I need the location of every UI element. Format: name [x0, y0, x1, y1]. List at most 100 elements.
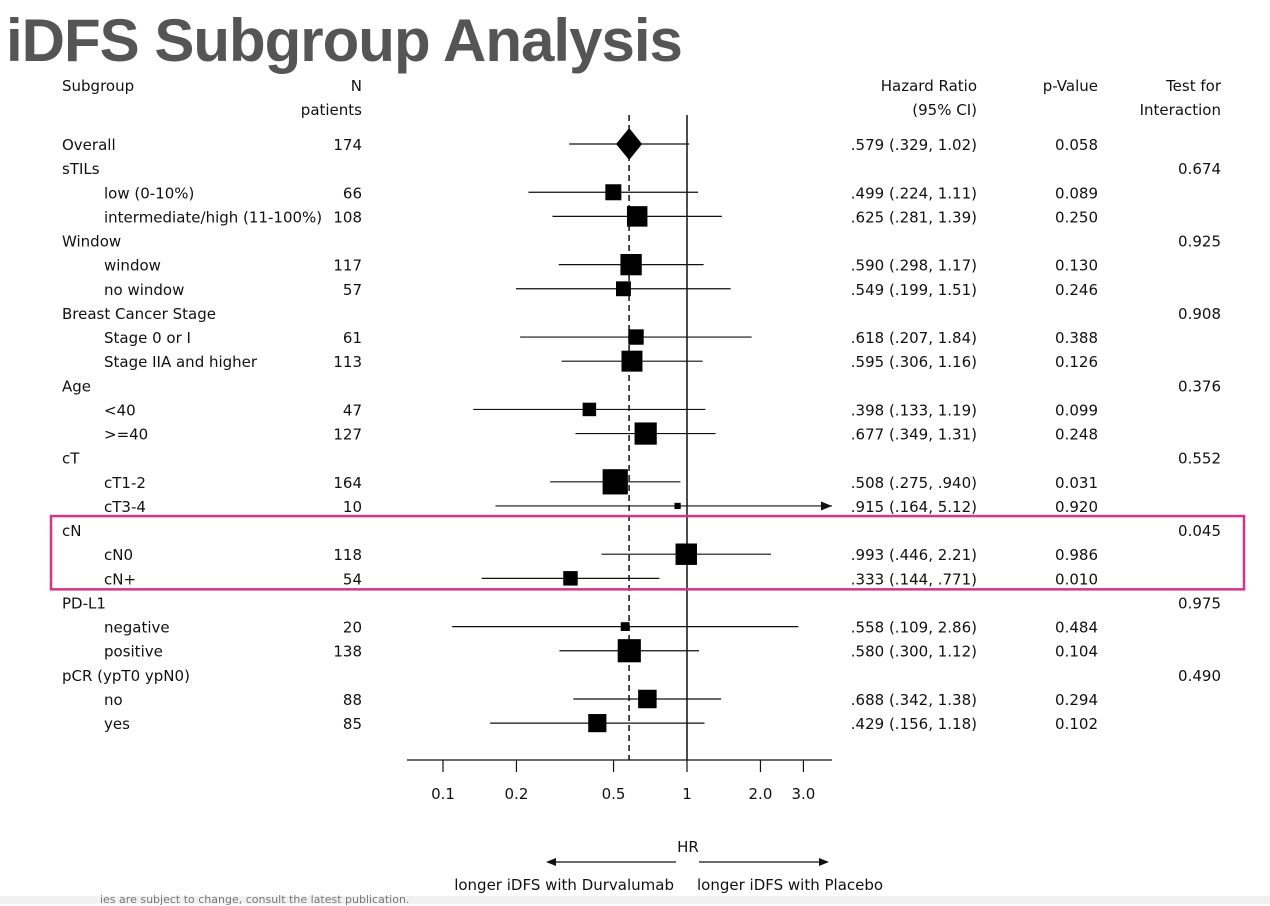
row-p-value: 0.920 [1055, 498, 1098, 516]
row-n: 113 [333, 353, 362, 371]
header-subgroup: Subgroup [62, 77, 134, 95]
marks-layer [49, 115, 1246, 760]
right-arrow-head [819, 858, 829, 866]
row-n: 57 [343, 281, 362, 299]
row-p-value: 0.294 [1055, 691, 1098, 709]
row-hazard-ratio: .579 (.329, 1.02) [851, 136, 977, 154]
row-interaction: 0.552 [1178, 450, 1221, 468]
group-label: Breast Cancer Stage [62, 305, 216, 323]
row-label: <40 [104, 401, 136, 419]
row-label: cT3-4 [104, 498, 146, 516]
ci-arrow-head [821, 501, 832, 511]
row-label: window [104, 257, 161, 275]
row-n: 88 [343, 691, 362, 709]
row-label: low (0-10%) [104, 184, 194, 202]
footer-note: ies are subject to change, consult the l… [100, 893, 410, 906]
x-tick-label: 3.0 [791, 785, 815, 803]
point-estimate [675, 543, 697, 565]
row-p-value: 0.126 [1055, 353, 1098, 371]
point-estimate [616, 281, 631, 297]
row-interaction: 0.490 [1178, 667, 1221, 685]
row-label: positive [104, 643, 163, 661]
row-hazard-ratio: .618 (.207, 1.84) [851, 329, 977, 347]
header-test-for: Test for [1165, 77, 1222, 95]
row-n: 61 [343, 329, 362, 347]
row-n: 127 [333, 426, 362, 444]
row-label: cN0 [104, 546, 133, 564]
row-p-value: 0.099 [1055, 401, 1098, 419]
row-n: 164 [333, 474, 362, 492]
point-estimate [602, 469, 628, 495]
row-n: 117 [333, 257, 362, 275]
row-hazard-ratio: .333 (.144, .771) [851, 570, 977, 588]
row-label-overall: Overall [62, 136, 116, 154]
row-p-value: 0.248 [1055, 426, 1098, 444]
x-tick-label: 0.1 [431, 785, 455, 803]
point-estimate [626, 206, 648, 227]
row-label: yes [104, 715, 130, 733]
row-p-value: 0.104 [1055, 643, 1098, 661]
point-estimate [588, 714, 607, 733]
group-label: Window [62, 233, 121, 251]
overall-diamond [616, 128, 643, 160]
row-hazard-ratio: .595 (.306, 1.16) [851, 353, 977, 371]
point-estimate [628, 329, 644, 345]
row-hazard-ratio: .508 (.275, .940) [851, 474, 977, 492]
row-interaction: 0.925 [1178, 233, 1221, 251]
point-estimate [621, 350, 643, 372]
row-interaction: 0.908 [1178, 305, 1221, 323]
header-n: N [351, 77, 362, 95]
page-title: iDFS Subgroup Analysis [6, 7, 683, 74]
row-label: no window [104, 281, 184, 299]
point-estimate [620, 253, 642, 276]
row-p-value: 0.089 [1055, 184, 1098, 202]
row-hazard-ratio: .499 (.224, 1.11) [851, 184, 977, 202]
x-tick-label: 0.2 [505, 785, 529, 803]
row-n: 20 [343, 619, 362, 637]
row-hazard-ratio: .558 (.109, 2.86) [851, 619, 977, 637]
footer-strip [0, 896, 1270, 904]
row-n: 54 [343, 570, 362, 588]
group-label: cN [62, 522, 81, 540]
row-label: >=40 [104, 426, 148, 444]
row-p-value: 0.250 [1055, 208, 1098, 226]
row-p-value: 0.010 [1055, 570, 1098, 588]
row-p-value: 0.986 [1055, 546, 1098, 564]
row-p-value: 0.102 [1055, 715, 1098, 733]
row-label: negative [104, 619, 170, 637]
row-n: 174 [333, 136, 362, 154]
row-hazard-ratio: .625 (.281, 1.39) [851, 208, 977, 226]
left-arrow-head [546, 858, 556, 866]
right-arrow-label: longer iDFS with Placebo [697, 876, 883, 894]
row-label: Stage IIA and higher [104, 353, 258, 371]
point-estimate [563, 571, 578, 586]
group-label: Age [62, 377, 91, 395]
group-label: sTILs [62, 160, 100, 178]
row-n: 85 [343, 715, 362, 733]
row-p-value: 0.388 [1055, 329, 1098, 347]
x-tick-label: 0.5 [602, 785, 626, 803]
row-n: 47 [343, 401, 362, 419]
row-n: 10 [343, 498, 362, 516]
point-estimate [620, 622, 630, 632]
row-hazard-ratio: .688 (.342, 1.38) [851, 691, 977, 709]
row-p-value: 0.031 [1055, 474, 1098, 492]
row-n: 138 [333, 643, 362, 661]
row-p-value: 0.484 [1055, 619, 1098, 637]
row-p-value: 0.058 [1055, 136, 1098, 154]
row-p-value: 0.246 [1055, 281, 1098, 299]
group-label: PD-L1 [62, 594, 106, 612]
point-estimate [582, 402, 597, 417]
header-interaction: Interaction [1140, 101, 1221, 119]
row-interaction: 0.045 [1178, 522, 1221, 540]
row-n: 108 [333, 208, 362, 226]
row-label: cN+ [104, 570, 136, 588]
row-p-value: 0.130 [1055, 257, 1098, 275]
row-interaction: 0.376 [1178, 377, 1221, 395]
group-label: cT [62, 450, 80, 468]
x-tick-label: 1 [682, 785, 692, 803]
point-estimate [634, 422, 657, 445]
row-hazard-ratio: .580 (.300, 1.12) [851, 643, 977, 661]
point-estimate [638, 689, 657, 709]
